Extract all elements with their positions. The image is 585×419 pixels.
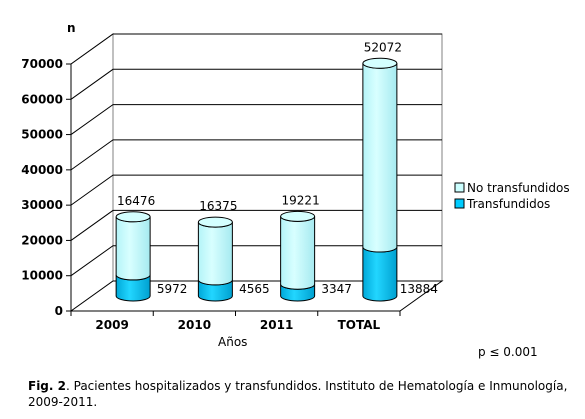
bar-top-cap bbox=[362, 57, 398, 69]
bar-top-cap bbox=[115, 211, 151, 223]
data-label-no-transfundidos: 16476 bbox=[117, 194, 155, 208]
y-tick-label: 60000 bbox=[21, 92, 63, 106]
x-axis: 2009 2010 2011 TOTAL bbox=[70, 310, 401, 332]
side-wall bbox=[70, 33, 114, 312]
data-label-transfundidos: 13884 bbox=[400, 282, 438, 296]
y-tick-label: 70000 bbox=[21, 57, 63, 71]
bar-segment-no-transfundidos bbox=[197, 221, 233, 286]
data-label-transfundidos: 5972 bbox=[157, 282, 188, 296]
bars bbox=[115, 57, 398, 302]
data-labels: 5972 16476 4565 16375 3347 19221 13884 52072 bbox=[117, 40, 438, 296]
bar-TOTAL bbox=[362, 57, 398, 302]
y-axis: 0 10000 20000 30000 40000 50000 60000 70000 bbox=[21, 57, 72, 318]
bar-2011 bbox=[280, 210, 316, 302]
figure-caption: Fig. 2. Pacientes hospitalizados y trans… bbox=[28, 378, 573, 410]
y-tick-label: 10000 bbox=[21, 269, 63, 283]
gridline bbox=[70, 245, 442, 277]
bar-top-cap bbox=[280, 210, 316, 222]
gridline bbox=[70, 209, 442, 241]
y-tick-label: 30000 bbox=[21, 198, 63, 212]
gridlines bbox=[70, 33, 442, 277]
gridline bbox=[70, 139, 442, 171]
x-tick-label: 2011 bbox=[260, 318, 293, 332]
legend: No transfundidos Transfundidos bbox=[454, 181, 570, 211]
gridline bbox=[70, 174, 442, 206]
bar-segment-transfundidos bbox=[362, 246, 398, 302]
caption-text: . Pacientes hospitalizados y transfundid… bbox=[28, 379, 568, 409]
y-axis-label: n bbox=[67, 21, 76, 35]
data-label-no-transfundidos: 52072 bbox=[364, 40, 402, 54]
x-axis-label: Años bbox=[218, 335, 247, 349]
legend-label: No transfundidos bbox=[467, 181, 570, 195]
bar-2010 bbox=[197, 216, 233, 302]
data-label-no-transfundidos: 19221 bbox=[282, 193, 320, 207]
x-tick-label: 2010 bbox=[178, 318, 211, 332]
y-tick-label: 20000 bbox=[21, 233, 63, 247]
x-tick-label: 2009 bbox=[95, 318, 128, 332]
gridline bbox=[70, 104, 442, 135]
data-label-transfundidos: 3347 bbox=[321, 282, 352, 296]
bar-segment-no-transfundidos bbox=[362, 63, 398, 253]
bar-segment-no-transfundidos bbox=[115, 216, 151, 281]
p-value-annotation: p ≤ 0.001 bbox=[478, 345, 538, 359]
y-tick-label: 50000 bbox=[21, 128, 63, 142]
legend-swatch bbox=[454, 198, 465, 209]
gridline bbox=[70, 68, 442, 100]
bar-top-cap bbox=[197, 216, 233, 228]
legend-swatch bbox=[454, 182, 465, 193]
stacked-cylinder-chart: 0 10000 20000 30000 40000 50000 60000 70000 200… bbox=[21, 21, 570, 349]
data-label-transfundidos: 4565 bbox=[239, 282, 270, 296]
y-tick-label: 0 bbox=[55, 304, 63, 318]
data-label-no-transfundidos: 16375 bbox=[199, 199, 237, 213]
x-tick-label: TOTAL bbox=[338, 318, 381, 332]
y-tick-label: 40000 bbox=[21, 163, 63, 177]
caption-label: Fig. 2 bbox=[28, 379, 66, 393]
bar-segment-no-transfundidos bbox=[280, 216, 316, 290]
gridline bbox=[70, 33, 442, 65]
legend-label: Transfundidos bbox=[466, 197, 550, 211]
bar-2009 bbox=[115, 211, 151, 302]
